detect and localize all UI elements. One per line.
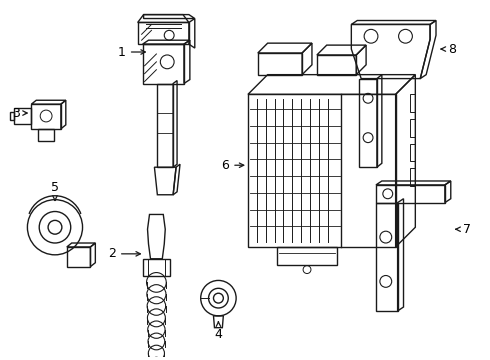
Text: 6: 6 [221, 159, 244, 172]
Text: 4: 4 [215, 322, 222, 341]
Text: 3: 3 [12, 107, 27, 120]
Text: 5: 5 [51, 181, 59, 201]
Text: 7: 7 [456, 223, 470, 236]
Text: 8: 8 [441, 42, 456, 55]
Bar [411, 168, 416, 186]
Text: 2: 2 [108, 247, 141, 260]
Text: 1: 1 [118, 45, 146, 59]
Bar [411, 144, 416, 161]
Bar [411, 119, 416, 137]
Bar [411, 94, 416, 112]
